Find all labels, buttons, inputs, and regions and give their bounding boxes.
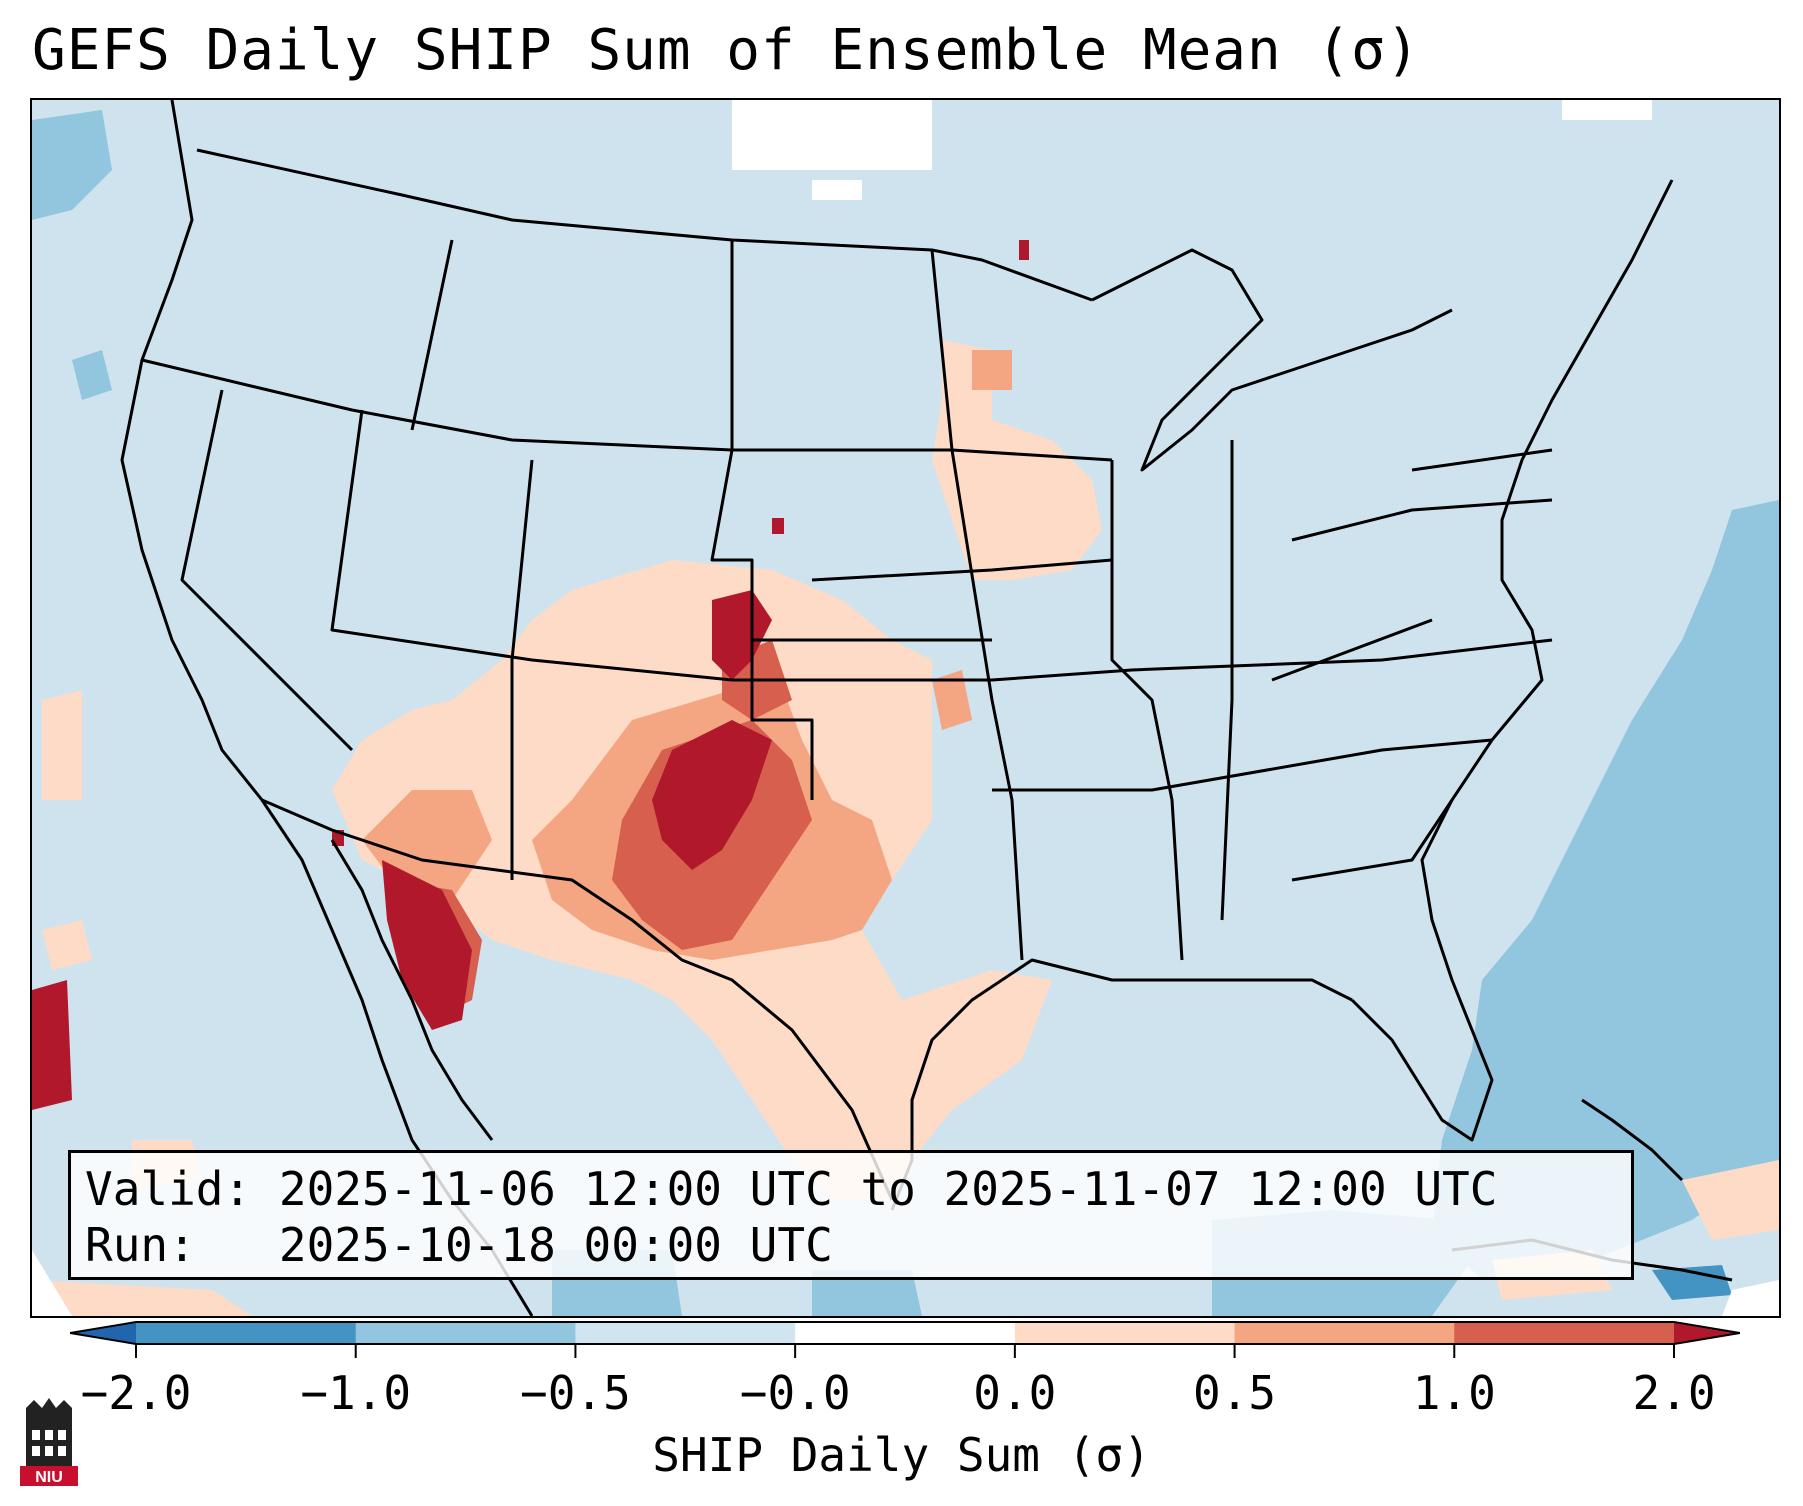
state-line-9 — [1220, 440, 1234, 921]
mexico-border — [261, 798, 894, 1201]
colorbar-segment — [1234, 1322, 1455, 1344]
colorbar-tick-label: −0.0 — [739, 1366, 851, 1420]
gulf-coast-line — [890, 958, 1353, 1211]
state-line-1 — [141, 358, 1113, 462]
colorbar-tick-label: 0.0 — [973, 1366, 1057, 1420]
state-line-3 — [330, 409, 1553, 682]
colorbar-segment — [795, 1322, 1016, 1344]
colorbar-tick-label: 1.0 — [1412, 1366, 1496, 1420]
state-line-13 — [811, 558, 1113, 582]
state-line-11 — [1411, 448, 1553, 472]
state-line-6 — [510, 459, 534, 880]
max-positive-regions — [32, 240, 1029, 1110]
baja-line — [330, 839, 494, 1141]
canada-border — [196, 148, 1093, 302]
map-panel[interactable] — [30, 98, 1781, 1318]
state-line-8 — [1110, 460, 1184, 961]
state-line-16 — [1291, 799, 1454, 882]
valid-time-box: Valid: 2025-11-06 12:00 UTC to 2025-11-0… — [68, 1150, 1634, 1280]
state-line-4 — [410, 239, 454, 431]
state-line-10 — [992, 738, 1493, 792]
niu-logo-icon: NIU — [20, 1398, 78, 1486]
colorbar-tick-label: −2.0 — [80, 1366, 192, 1420]
west-coast-line — [120, 100, 534, 1316]
state-line-2 — [180, 389, 354, 752]
colorbar-tick-label: −1.0 — [300, 1366, 412, 1420]
colorbar-segment — [575, 1322, 796, 1344]
colorbar-over-arrow — [1674, 1322, 1740, 1344]
valid-value: 2025-11-06 12:00 UTC to 2025-11-07 12:00… — [278, 1162, 1498, 1216]
colorbar-segment — [355, 1322, 576, 1344]
state-line-5 — [710, 240, 814, 800]
colorbar-segment — [136, 1322, 357, 1344]
colorbar-segment — [1454, 1322, 1675, 1344]
state-line-15 — [1271, 618, 1433, 682]
map-title: GEFS Daily SHIP Sum of Ensemble Mean (σ) — [32, 18, 1421, 83]
great-lakes-shore — [1091, 248, 1453, 472]
state-line-12 — [1291, 498, 1553, 542]
run-value: 2025-10-18 00:00 UTC — [278, 1218, 833, 1272]
valid-label: Valid: — [85, 1162, 252, 1216]
map-canvas — [32, 100, 1779, 1316]
run-label: Run: — [85, 1218, 196, 1272]
colorbar-tick-label: 0.5 — [1193, 1366, 1277, 1420]
colorbar — [70, 1321, 1740, 1358]
colorbar-tick-label: −0.5 — [520, 1366, 631, 1420]
colorbar-segment — [1014, 1322, 1236, 1344]
bahamas-outline — [1581, 1098, 1684, 1182]
missing-data-patches — [32, 100, 1779, 1316]
state-line-7 — [930, 249, 1024, 961]
colorbar-label: SHIP Daily Sum (σ) — [652, 1428, 1151, 1482]
colorbar-under-arrow — [70, 1322, 136, 1344]
colorbar-tick-label: 2.0 — [1632, 1366, 1716, 1420]
strong-negative-regions — [1652, 1265, 1732, 1300]
niu-logo-text: NIU — [35, 1469, 63, 1486]
